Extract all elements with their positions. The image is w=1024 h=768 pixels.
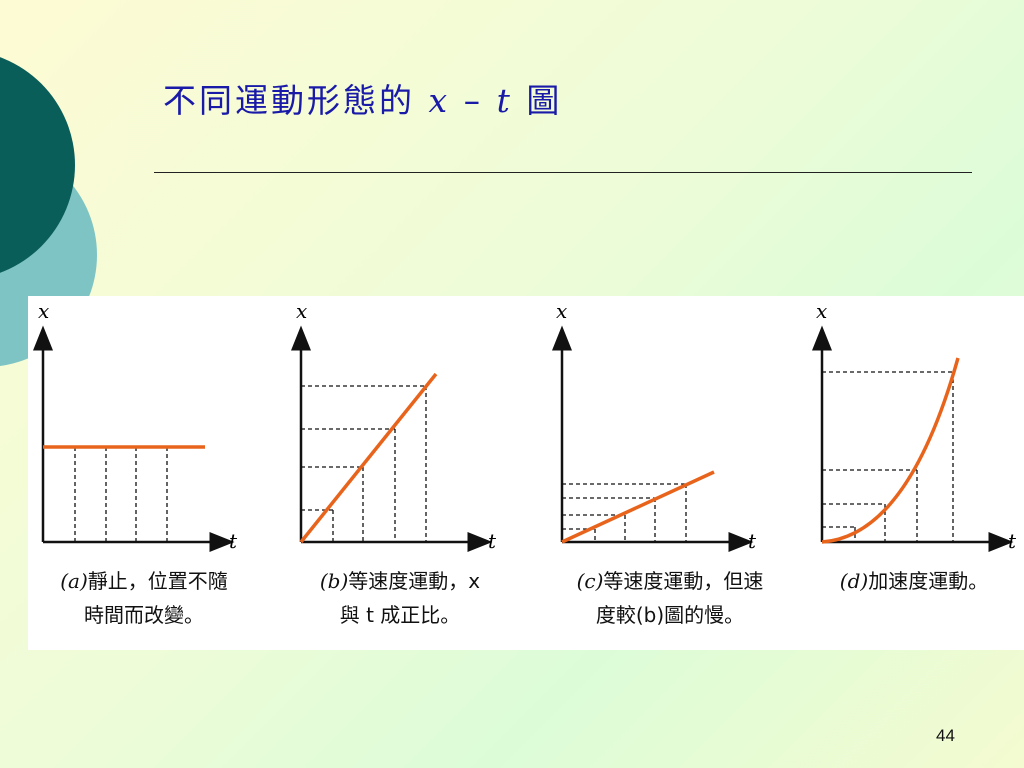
graph-b-guides [301, 385, 427, 542]
graph-c-guides [562, 483, 687, 542]
deco-circle-dark [0, 57, 75, 273]
title-dash: – [463, 81, 484, 120]
graph-d: x t [812, 299, 1017, 553]
caption-c: (c)等速度運動，但速 度較(b)圖的慢。 [550, 564, 790, 632]
figure-panel: x t x t [28, 296, 1024, 650]
graph-b-x-label: t [488, 529, 497, 553]
caption-d-prefix: (d) [839, 569, 869, 593]
graph-b-curve [299, 372, 438, 544]
caption-d: (d)加速度運動。 [814, 564, 1014, 598]
graph-d-guides [822, 371, 954, 542]
title-divider [154, 172, 972, 173]
caption-b: (b)等速度運動，x 與 t 成正比。 [290, 564, 510, 632]
graph-d-x-label: t [1008, 529, 1017, 553]
title-var-t: t [496, 81, 513, 120]
title-suffix: 圖 [526, 81, 563, 120]
page-number: 44 [936, 726, 955, 745]
graph-c-curve [561, 470, 715, 544]
title-text: 不同運動形態的 [163, 81, 415, 120]
graph-a-guides [74, 447, 168, 542]
xt-graphs: x t x t [33, 299, 1017, 553]
graph-c-y-label: x [556, 299, 567, 323]
caption-c-prefix: (c) [576, 569, 604, 593]
caption-a-prefix: (a) [60, 569, 88, 593]
graph-a: x t [33, 299, 238, 553]
caption-d-line1: 加速度運動。 [868, 569, 989, 593]
graph-a-y-label: x [38, 299, 49, 323]
graph-c: x t [552, 299, 757, 553]
caption-b-line2: 與 t 成正比。 [339, 603, 461, 627]
caption-b-line1: 等速度運動，x [348, 569, 481, 593]
caption-a: (a)靜止，位置不隨 時間而改變。 [34, 564, 254, 632]
caption-c-line1: 等速度運動，但速 [603, 569, 764, 593]
caption-a-line1: 靜止，位置不隨 [87, 569, 228, 593]
caption-b-prefix: (b) [319, 569, 349, 593]
page-title: 不同運動形態的 x – t 圖 [163, 74, 562, 122]
graph-c-x-label: t [748, 529, 757, 553]
graph-d-curve [821, 357, 960, 544]
graph-b-y-label: x [296, 299, 307, 323]
graph-a-x-label: t [229, 529, 238, 553]
graph-b: x t [291, 299, 497, 553]
graph-d-y-label: x [816, 299, 827, 323]
caption-a-line2: 時間而改變。 [84, 603, 204, 627]
title-var-x: x [428, 81, 451, 120]
caption-c-line2: 度較(b)圖的慢。 [595, 603, 745, 627]
